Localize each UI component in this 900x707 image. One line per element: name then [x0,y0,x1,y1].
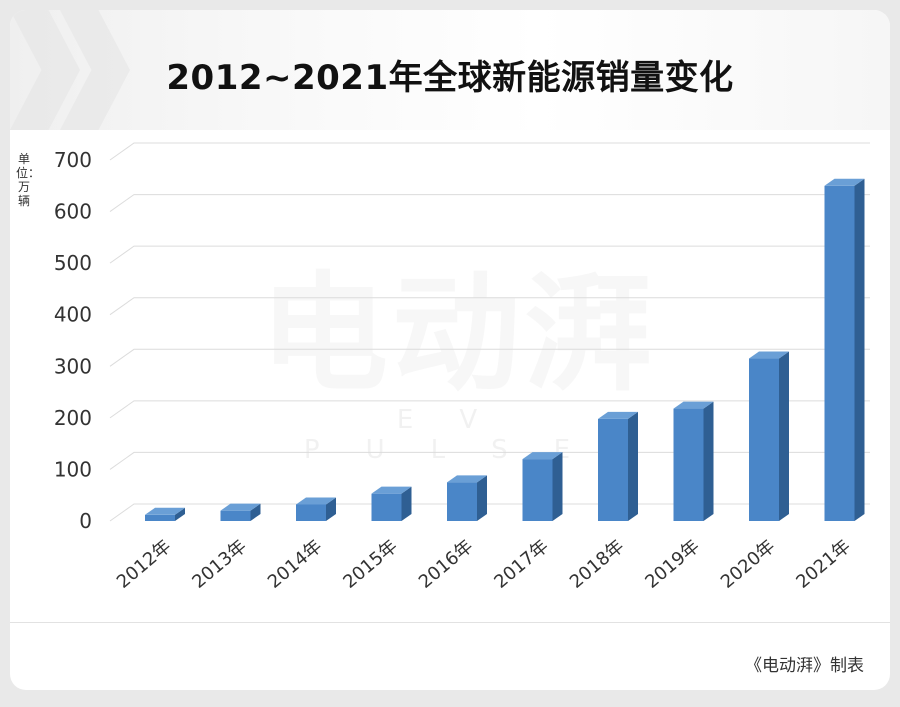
gridline [109,142,870,161]
x-tick-label: 2015年 [339,536,401,593]
x-tick-label: 2018年 [566,536,628,593]
gridline [109,194,870,212]
x-tick-label: 2017年 [490,536,552,593]
x-axis-ticks: 2012年 2013年 2014年 2015年 2016年 2017年 2018年 2019年… [113,536,855,593]
bar [749,351,789,521]
y-tick-label: 100 [54,457,92,481]
y-tick-label: 600 [54,200,92,224]
y-tick-label: 700 [54,148,92,172]
x-tick-label: 2013年 [188,536,250,593]
y-tick-label: 200 [54,406,92,430]
x-tick-label: 2020年 [717,536,779,593]
x-tick-label: 2019年 [641,536,703,593]
bar [824,178,865,522]
y-tick-label: 300 [54,354,92,378]
x-tick-label: 2016年 [415,536,477,593]
chart-card: 2012~2021年全球新能源销量变化 《电动湃》制表 [10,10,890,690]
bar [220,503,261,521]
y-tick-label: 0 [79,509,92,533]
y-tick-label: 500 [54,251,92,275]
bar [371,486,412,521]
y-axis-ticks: 0 100 200 300 400 500 600 700 [54,148,92,533]
source-credit: 《电动湃》制表 [745,656,864,676]
title-banner [10,10,890,130]
x-tick-label: 2021年 [792,536,854,593]
gridline [109,245,870,264]
gridline [109,348,870,367]
chart-title: 2012~2021年全球新能源销量变化 [166,58,734,98]
bar [296,497,336,521]
x-tick-label: 2012年 [113,536,175,593]
bars [145,178,865,522]
bar [673,401,714,521]
x-tick-label: 2014年 [264,536,326,593]
bar [447,475,487,521]
gridline [109,297,870,316]
footer-divider [10,622,890,623]
bar [522,452,563,521]
y-tick-label: 400 [54,303,92,327]
gridline [109,400,870,419]
bar [145,507,185,521]
bar [598,411,638,521]
